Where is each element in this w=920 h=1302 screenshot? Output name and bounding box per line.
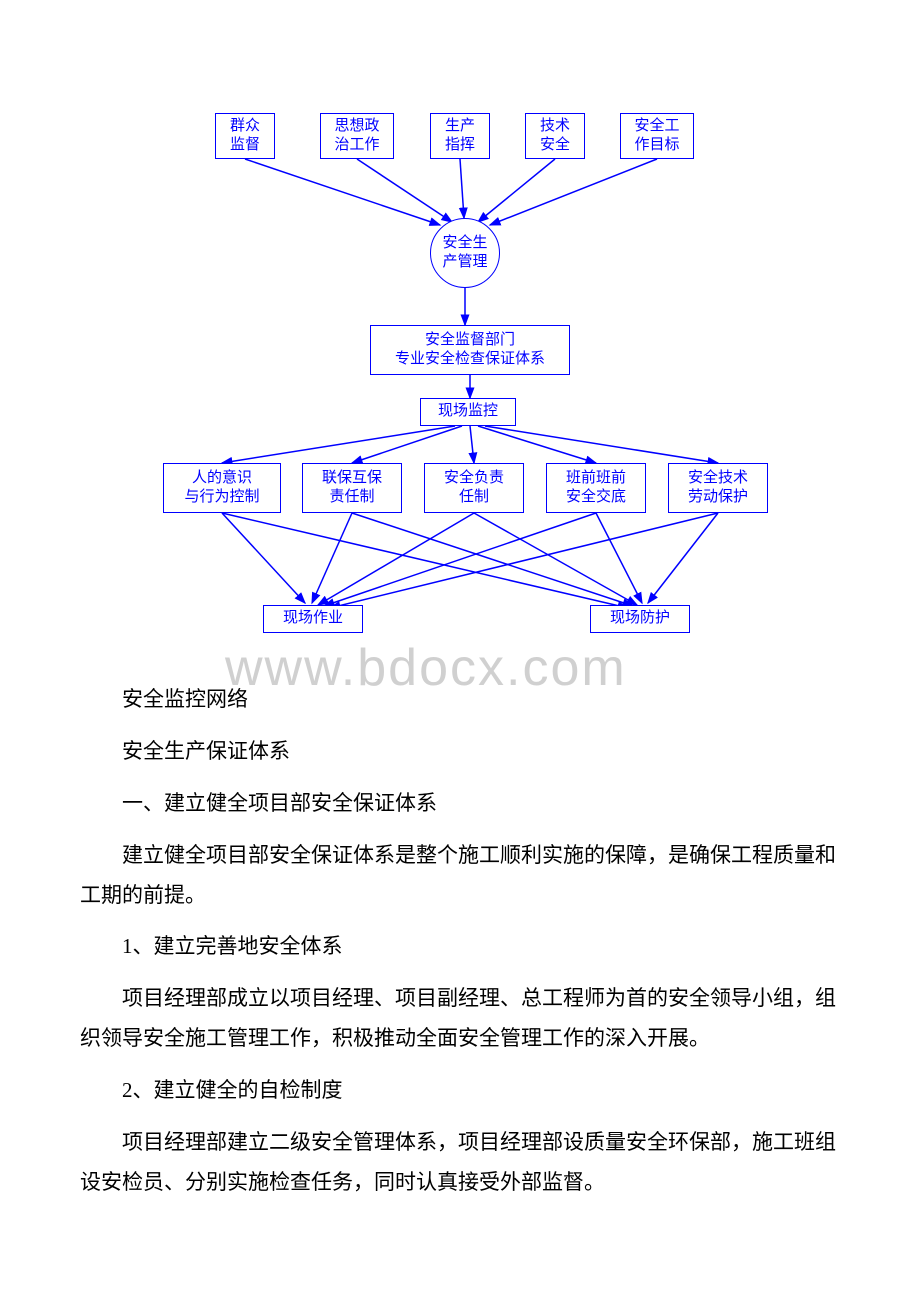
box-mutual-line2: 责任制	[329, 488, 374, 508]
paragraph-3: 1、建立完善地安全体系	[80, 927, 840, 967]
paragraph-1: 一、建立健全项目部安全保证体系	[80, 784, 840, 824]
circle-safety-mgmt-line1: 安全生	[442, 234, 487, 254]
box-consciousness: 人的意识与行为控制	[163, 463, 281, 513]
box-supervision-line1: 群众	[230, 117, 260, 137]
box-laborprotect: 安全技术劳动保护	[668, 463, 768, 513]
box-responsibility: 安全负责任制	[424, 463, 524, 513]
box-techsafe-line1: 技术	[540, 117, 570, 137]
box-worktarget-line1: 安全工	[634, 117, 679, 137]
circle-safety-mgmt: 安全生产管理	[430, 218, 500, 288]
box-mutual: 联保互保责任制	[302, 463, 402, 513]
box-preshift-line1: 班前班前	[566, 469, 626, 489]
box-consciousness-line1: 人的意识	[192, 469, 252, 489]
paragraph-6: 项目经理部建立二级安全管理体系，项目经理部设质量安全环保部，施工班组设安检员、分…	[80, 1123, 840, 1203]
box-production-line2: 指挥	[445, 136, 475, 156]
box-worktarget-line2: 作目标	[634, 136, 679, 156]
box-responsibility-line1: 安全负责	[444, 469, 504, 489]
box-techsafe: 技术安全	[525, 113, 585, 159]
box-worktarget: 安全工作目标	[620, 113, 694, 159]
box-operation: 现场作业	[263, 605, 363, 633]
box-protection: 现场防护	[590, 605, 690, 633]
box-operation-label: 现场作业	[283, 609, 343, 629]
flowchart-diagram: 群众监督思想政治工作生产指挥技术安全安全工作目标人的意识与行为控制联保互保责任制…	[0, 0, 920, 660]
box-ideology: 思想政治工作	[320, 113, 394, 159]
box-mutual-line1: 联保互保	[322, 469, 382, 489]
circle-safety-mgmt-line2: 产管理	[442, 253, 487, 273]
box-dept: 安全监督部门专业安全检查保证体系	[370, 325, 570, 375]
box-dept-line2: 专业安全检查保证体系	[395, 350, 545, 370]
box-consciousness-line2: 与行为控制	[184, 488, 259, 508]
document-body: 安全监控网络 安全生产保证体系一、建立健全项目部安全保证体系建立健全项目部安全保…	[0, 660, 920, 1255]
box-production-line1: 生产	[445, 117, 475, 137]
box-monitor: 现场监控	[420, 398, 516, 426]
box-ideology-line2: 治工作	[334, 136, 379, 156]
box-supervision: 群众监督	[215, 113, 275, 159]
paragraph-4: 项目经理部成立以项目经理、项目副经理、总工程师为首的安全领导小组，组织领导安全施…	[80, 979, 840, 1059]
box-supervision-line2: 监督	[230, 136, 260, 156]
box-protection-label: 现场防护	[610, 609, 670, 629]
box-preshift: 班前班前安全交底	[546, 463, 646, 513]
box-ideology-line1: 思想政	[334, 117, 379, 137]
box-production: 生产指挥	[430, 113, 490, 159]
box-responsibility-line2: 任制	[459, 488, 489, 508]
box-laborprotect-line2: 劳动保护	[688, 488, 748, 508]
box-laborprotect-line1: 安全技术	[688, 469, 748, 489]
box-monitor-label: 现场监控	[438, 402, 498, 422]
diagram-caption: 安全监控网络	[80, 680, 840, 720]
paragraph-0: 安全生产保证体系	[80, 732, 840, 772]
paragraph-5: 2、建立健全的自检制度	[80, 1071, 840, 1111]
box-preshift-line2: 安全交底	[566, 488, 626, 508]
box-techsafe-line2: 安全	[540, 136, 570, 156]
paragraph-2: 建立健全项目部安全保证体系是整个施工顺利实施的保障，是确保工程质量和工期的前提。	[80, 836, 840, 916]
box-dept-line1: 安全监督部门	[425, 331, 515, 351]
